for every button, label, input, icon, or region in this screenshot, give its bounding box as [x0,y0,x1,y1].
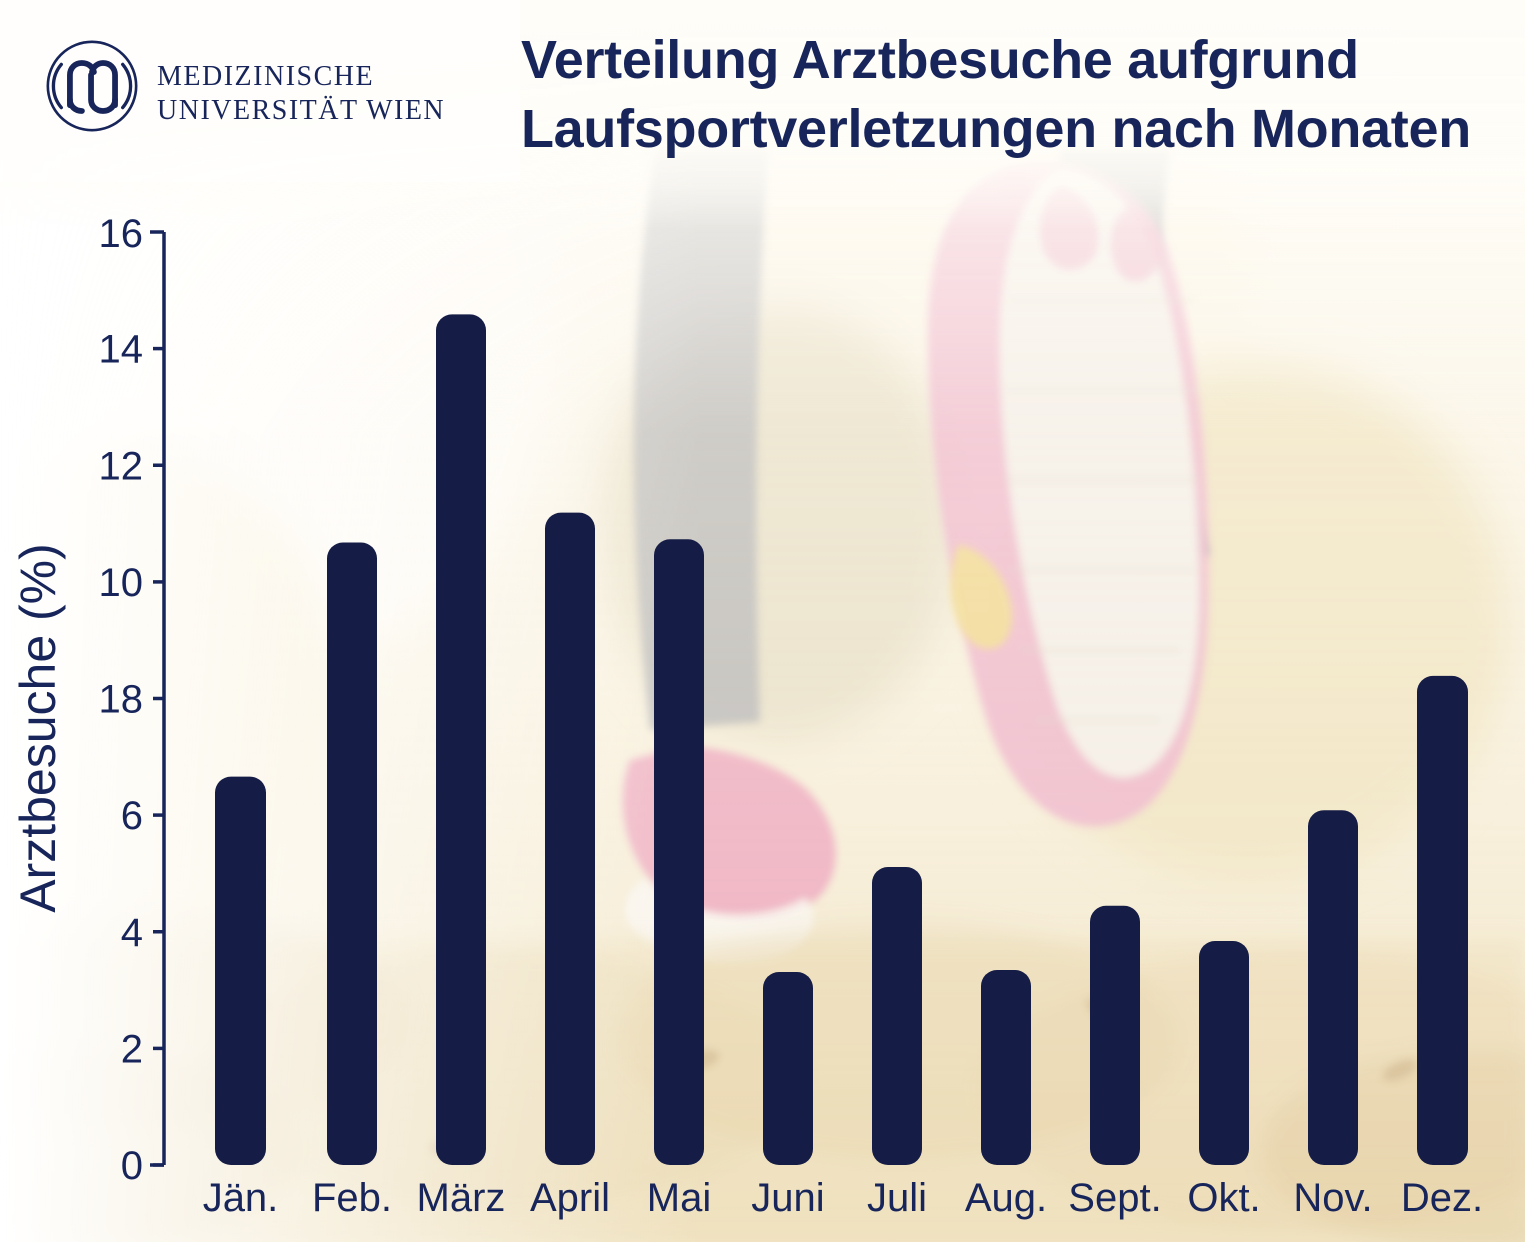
svg-text:Mai: Mai [647,1176,711,1220]
svg-text:Jän.: Jän. [203,1176,279,1220]
svg-text:18: 18 [99,678,144,722]
svg-text:Arztbesuche (%): Arztbesuche (%) [10,543,66,913]
svg-text:Nov.: Nov. [1293,1176,1372,1220]
svg-text:Aug.: Aug. [965,1176,1047,1220]
svg-text:Feb.: Feb. [312,1176,392,1220]
svg-text:März: März [417,1176,506,1220]
svg-text:12: 12 [99,444,144,488]
svg-text:2: 2 [121,1027,143,1071]
svg-text:Juni: Juni [751,1176,824,1220]
svg-text:April: April [530,1176,610,1220]
svg-text:Okt.: Okt. [1187,1176,1260,1220]
svg-text:Sept.: Sept. [1068,1176,1161,1220]
svg-text:0: 0 [121,1144,143,1188]
svg-text:6: 6 [121,794,143,838]
svg-text:Dez.: Dez. [1401,1176,1483,1220]
svg-text:14: 14 [99,328,144,372]
svg-text:10: 10 [99,561,144,605]
svg-text:Juli: Juli [867,1176,927,1220]
svg-text:4: 4 [121,911,143,955]
svg-text:16: 16 [99,212,144,256]
